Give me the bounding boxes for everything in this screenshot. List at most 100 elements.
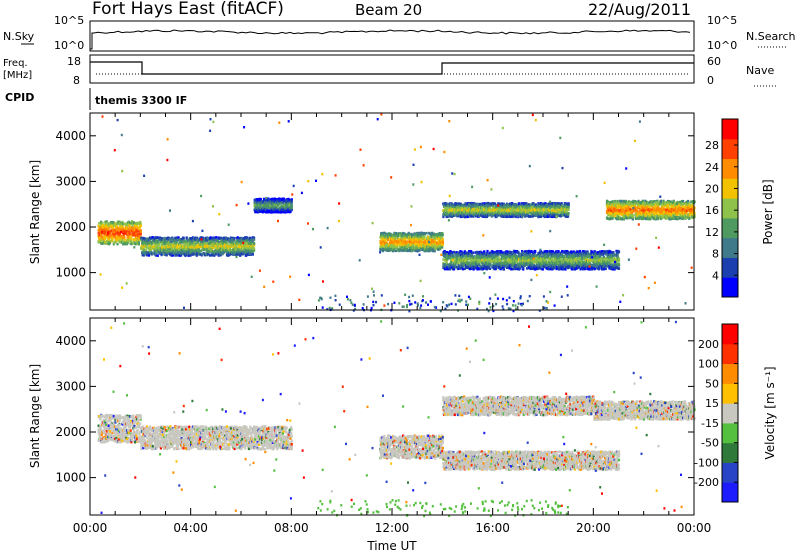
- data-cell: [442, 202, 445, 205]
- data-cell: [229, 251, 232, 254]
- data-cell: [251, 249, 254, 253]
- data-cell: [504, 253, 507, 257]
- data-cell: [151, 252, 154, 255]
- data-cell: [395, 240, 398, 243]
- data-cell: [285, 207, 288, 210]
- data-cell: [286, 200, 289, 204]
- data-cell: [241, 239, 244, 243]
- data-cell: [448, 255, 451, 258]
- data-cell: [381, 241, 384, 245]
- data-cell: [612, 266, 615, 270]
- data-cell: [123, 236, 126, 239]
- data-cell: [280, 210, 283, 214]
- data-cell: [210, 249, 213, 252]
- data-cell: [441, 243, 444, 246]
- data-cell: [238, 236, 241, 240]
- data-cell: [576, 250, 579, 253]
- data-cell: [477, 257, 480, 260]
- data-cell: [568, 255, 571, 258]
- data-cell: [154, 254, 157, 257]
- data-cell: [411, 233, 414, 236]
- data-cell: [594, 258, 597, 262]
- data-cell: [152, 245, 156, 248]
- data-cell: [209, 236, 212, 239]
- data-cell: [381, 233, 384, 237]
- data-cell: [169, 239, 173, 242]
- data-cell: [466, 260, 469, 263]
- data-cell: [609, 253, 612, 257]
- data-cell: [168, 251, 171, 255]
- data-cell: [107, 229, 110, 233]
- data-cell: [247, 247, 250, 250]
- data-cell: [502, 263, 505, 267]
- data-cell: [246, 251, 249, 254]
- data-cell: [417, 244, 420, 248]
- data-cell: [215, 252, 218, 256]
- data-cell: [118, 233, 122, 236]
- data-cell: [243, 246, 246, 249]
- data-cell: [102, 241, 105, 245]
- data-cell: [120, 222, 123, 226]
- data-cell: [565, 265, 568, 269]
- data-cell: [208, 254, 212, 257]
- data-cell: [266, 206, 269, 210]
- data-cell: [130, 233, 134, 236]
- data-cell: [381, 235, 384, 239]
- data-cell: [467, 254, 470, 258]
- data-cell: [538, 256, 541, 259]
- data-cell: [586, 255, 589, 258]
- data-cell: [230, 252, 233, 256]
- data-cell: [440, 236, 443, 239]
- data-cell: [275, 201, 278, 205]
- data-cell: [427, 243, 430, 246]
- data-cell: [246, 244, 249, 248]
- data-cell: [463, 253, 466, 257]
- data-cell: [138, 234, 141, 238]
- data-cell: [220, 242, 223, 246]
- data-cell: [130, 237, 133, 241]
- noise-left-label: N.Sky: [3, 30, 35, 43]
- data-cell: [255, 203, 258, 207]
- data-cell: [453, 211, 456, 215]
- data-cell: [119, 240, 122, 244]
- data-cell: [461, 251, 464, 255]
- data-cell: [156, 254, 159, 257]
- data-cell: [175, 239, 178, 242]
- data-cell: [575, 267, 578, 270]
- data-cell: [426, 242, 429, 245]
- data-cell: [98, 240, 101, 244]
- data-cell: [602, 251, 605, 255]
- data-cell: [423, 235, 426, 238]
- data-cell: [487, 260, 490, 263]
- data-cell: [605, 259, 609, 262]
- data-cell: [390, 243, 393, 247]
- data-cell: [247, 250, 251, 253]
- data-cell: [570, 264, 573, 268]
- data-cell: [482, 252, 485, 256]
- data-cell: [218, 237, 221, 241]
- data-cell: [557, 250, 560, 253]
- data-cell: [601, 250, 604, 253]
- data-cell: [448, 209, 451, 212]
- data-cell: [166, 245, 169, 248]
- data-cell: [522, 252, 526, 255]
- data-cell: [451, 258, 454, 262]
- data-cell: [547, 254, 550, 258]
- data-cell: [422, 246, 425, 250]
- data-cell: [403, 249, 406, 252]
- power-scatter-cells: [97, 113, 696, 313]
- data-cell: [602, 265, 605, 269]
- data-cell: [154, 237, 157, 240]
- data-cell: [220, 252, 223, 256]
- data-cell: [498, 251, 501, 254]
- data-cell: [407, 231, 410, 235]
- data-cell: [154, 242, 157, 246]
- data-cell: [97, 232, 100, 235]
- data-cell: [205, 246, 208, 249]
- data-cell: [163, 242, 166, 245]
- data-cell: [225, 252, 229, 255]
- data-cell: [458, 254, 461, 257]
- data-cell: [117, 238, 120, 241]
- data-cell: [531, 263, 534, 266]
- data-cell: [449, 261, 453, 265]
